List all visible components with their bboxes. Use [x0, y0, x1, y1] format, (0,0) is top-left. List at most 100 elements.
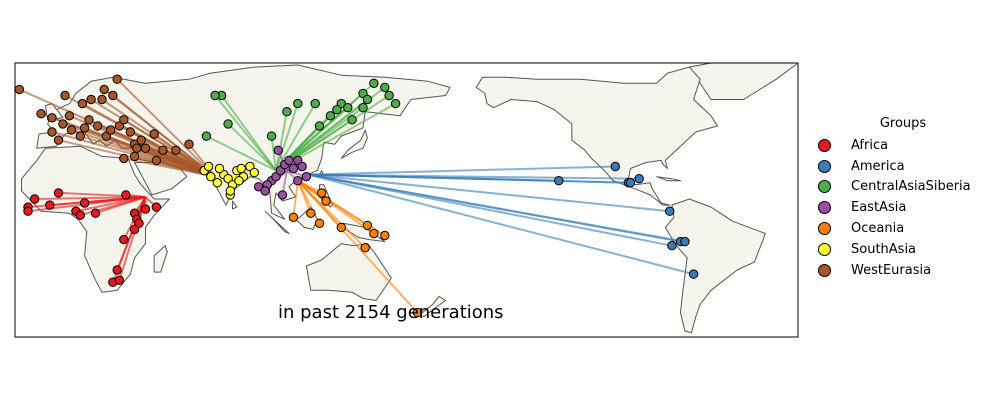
link-oceania — [297, 179, 327, 202]
link-oceania — [292, 180, 299, 218]
legend-item-eastasia: EastAsia — [818, 197, 994, 218]
legend-item-southasia: SouthAsia — [818, 239, 994, 260]
link-america — [308, 173, 694, 276]
sample-point-westeurasia — [151, 155, 162, 166]
sample-point-westeurasia — [119, 153, 129, 164]
sample-point-southasia — [236, 163, 246, 174]
map-border — [14, 62, 799, 338]
sample-point-america — [665, 206, 675, 216]
legend-marker — [818, 180, 831, 194]
legend-label: CentralAsiaSiberia — [851, 179, 971, 195]
legend-marker — [818, 263, 831, 277]
sample-point-africa — [140, 204, 151, 214]
sample-point-america — [680, 236, 690, 247]
sample-point-westeurasia — [129, 151, 140, 162]
legend-item-oceania: Oceania — [818, 218, 994, 239]
sample-point-oceania — [380, 230, 390, 241]
sample-point-america — [625, 178, 636, 188]
link-africa — [84, 196, 146, 204]
sample-point-westeurasia — [84, 115, 94, 125]
link-centralasiasiberia — [275, 103, 299, 171]
sample-point-westeurasia — [66, 125, 77, 135]
sample-point-oceania — [314, 218, 325, 229]
sample-point-africa — [90, 208, 101, 218]
sample-point-oceania — [321, 196, 331, 206]
sample-point-africa — [79, 198, 90, 208]
legend-marker — [818, 138, 831, 152]
sample-point-america — [554, 176, 564, 186]
sample-point-africa — [114, 275, 125, 285]
sample-point-centralasiasiberia — [223, 119, 233, 129]
sample-point-centralasiasiberia — [380, 82, 390, 93]
sample-point-westeurasia — [119, 115, 129, 125]
sample-point-westeurasia — [47, 113, 57, 123]
legend-item-westeurasia: WestEurasia — [818, 260, 994, 281]
sample-point-oceania — [360, 243, 370, 253]
sample-point-westeurasia — [112, 74, 122, 84]
sample-point-westeurasia — [86, 94, 96, 105]
sample-point-westeurasia — [93, 121, 103, 131]
landmass-nz — [419, 295, 447, 318]
sample-point-southasia — [212, 178, 223, 188]
sample-point-oceania — [288, 212, 299, 223]
caption-text: in past 2154 generations — [278, 302, 504, 323]
sample-point-africa — [119, 234, 129, 245]
sample-point-eastasia — [260, 186, 270, 196]
sample-point-westeurasia — [75, 131, 86, 141]
land-layer — [21, 63, 798, 334]
link-centralasiasiberia — [275, 111, 288, 171]
sample-point-centralasiasiberia — [369, 78, 379, 89]
sample-point-eastasia — [288, 163, 299, 174]
sample-point-oceania — [412, 307, 423, 318]
sample-point-eastasia — [284, 155, 294, 166]
sample-point-oceania — [369, 228, 379, 239]
sample-point-westeurasia — [132, 143, 142, 153]
sample-point-eastasia — [301, 172, 312, 182]
sample-point-centralasiasiberia — [293, 98, 303, 109]
sample-point-westeurasia — [149, 129, 159, 139]
sample-point-westeurasia — [79, 123, 90, 133]
legend-marker — [818, 159, 831, 173]
sample-point-westeurasia — [47, 127, 57, 137]
legend-label: Oceania — [851, 221, 905, 237]
sample-point-southasia — [206, 172, 216, 182]
landmass-madagascar — [153, 245, 168, 273]
sample-point-centralasiasiberia — [310, 98, 320, 109]
sample-points — [14, 74, 699, 318]
sample-point-africa — [112, 265, 122, 275]
sample-point-centralasiasiberia — [362, 94, 373, 105]
sample-point-westeurasia — [171, 145, 181, 156]
sample-point-westeurasia — [77, 98, 88, 109]
sample-point-africa — [23, 206, 33, 216]
legend-label: EastAsia — [851, 200, 907, 216]
sample-point-america — [688, 269, 699, 279]
sample-point-westeurasia — [97, 94, 107, 105]
sample-point-westeurasia — [99, 84, 109, 95]
link-america — [308, 173, 686, 243]
sample-point-westeurasia — [108, 90, 118, 101]
sample-point-westeurasia — [53, 135, 64, 145]
sample-point-southasia — [249, 167, 260, 178]
sample-point-africa — [75, 210, 86, 220]
sample-point-westeurasia — [184, 139, 194, 149]
link-centralasiasiberia — [270, 135, 277, 171]
sample-point-oceania — [317, 188, 327, 198]
sample-point-southasia — [234, 176, 244, 186]
sample-point-westeurasia — [36, 109, 46, 119]
sample-point-westeurasia — [58, 119, 68, 129]
link-westeurasia — [188, 143, 216, 178]
sample-point-southasia — [203, 161, 214, 172]
sample-point-centralasiasiberia — [358, 103, 368, 113]
legend-label: America — [851, 158, 905, 174]
sample-point-africa — [151, 202, 162, 212]
sample-point-westeurasia — [140, 143, 151, 153]
sample-point-centralasiasiberia — [282, 107, 292, 117]
sample-point-southasia — [225, 186, 236, 196]
sample-point-centralasiasiberia — [384, 90, 394, 101]
sample-point-eastasia — [277, 190, 288, 200]
sample-point-centralasiasiberia — [210, 90, 220, 101]
sample-point-centralasiasiberia — [201, 131, 212, 141]
sample-point-africa — [29, 194, 40, 204]
sample-point-eastasia — [293, 176, 303, 186]
sample-point-southasia — [214, 163, 225, 174]
